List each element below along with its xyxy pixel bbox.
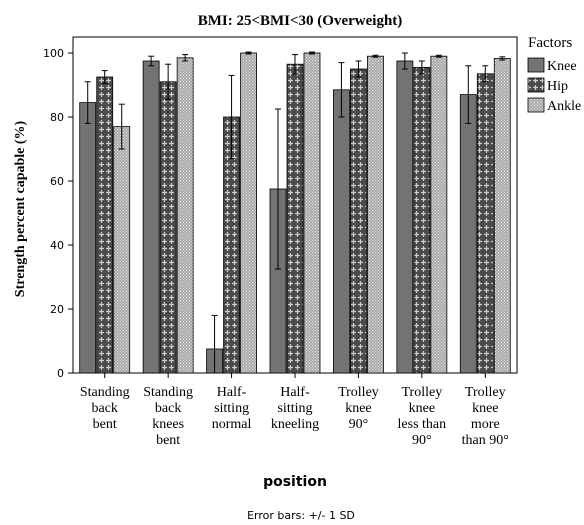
x-tick-label: Trolley knee more than 90° xyxy=(462,385,509,448)
y-tick-label: 20 xyxy=(50,303,64,316)
chart-title: BMI: 25<BMI<30 (Overweight) xyxy=(198,13,403,29)
bar-knee xyxy=(333,89,350,374)
error-bars xyxy=(84,51,506,374)
bar-ankle xyxy=(113,126,131,374)
legend-label-knee: Knee xyxy=(547,59,577,74)
bar-ankle xyxy=(303,52,321,374)
bar-hip xyxy=(350,68,367,374)
legend-swatch-ankle xyxy=(527,97,545,113)
x-axis-tick-labels: Standing back bent Standing back knees bent Hal… xyxy=(80,373,509,448)
x-tick-label: Half-sitting normal xyxy=(212,385,252,432)
bar-hip xyxy=(413,67,431,374)
y-axis: 0 20 40 60 80 100 xyxy=(43,47,73,380)
bar-hip xyxy=(96,76,114,374)
legend-label-hip: Hip xyxy=(547,79,568,94)
y-tick-label: 80 xyxy=(50,111,64,124)
bar-knee xyxy=(396,60,414,374)
x-tick-label: Trolley knee less than 90° xyxy=(398,385,447,448)
y-tick-label: 60 xyxy=(50,175,64,188)
y-axis-label: Strength percent capable (%) xyxy=(13,120,28,297)
x-tick-label: Trolley knee 90° xyxy=(338,385,379,432)
bar-knee xyxy=(79,102,97,374)
legend-swatch-knee xyxy=(527,57,545,73)
bar-ankle xyxy=(367,55,384,374)
x-tick-label: Standing back knees bent xyxy=(143,385,193,448)
bar-ankle xyxy=(240,52,257,374)
bar-ankle xyxy=(430,55,448,374)
bar-hip xyxy=(476,73,494,374)
bar-hip xyxy=(159,81,177,374)
y-tick-label: 100 xyxy=(43,47,64,60)
x-tick-label: Standing back bent xyxy=(80,385,130,432)
bars xyxy=(79,52,511,374)
bar-knee xyxy=(142,60,160,374)
bar-ankle xyxy=(176,57,194,374)
x-axis-label: position xyxy=(263,474,327,490)
bar-hip xyxy=(286,63,304,374)
bar-ankle xyxy=(493,58,511,374)
bar-knee xyxy=(459,94,477,374)
legend-title: Factors xyxy=(528,35,572,51)
y-tick-label: 0 xyxy=(57,367,64,380)
legend-swatch-hip xyxy=(527,77,545,93)
y-tick-label: 40 xyxy=(50,239,64,252)
legend-label-ankle: Ankle xyxy=(547,99,581,114)
legend: Factors Knee Hip Ankle xyxy=(527,35,581,114)
error-bars-note: Error bars: +/- 1 SD xyxy=(247,509,355,522)
x-tick-label: Half-sitting kneeling xyxy=(271,385,319,432)
